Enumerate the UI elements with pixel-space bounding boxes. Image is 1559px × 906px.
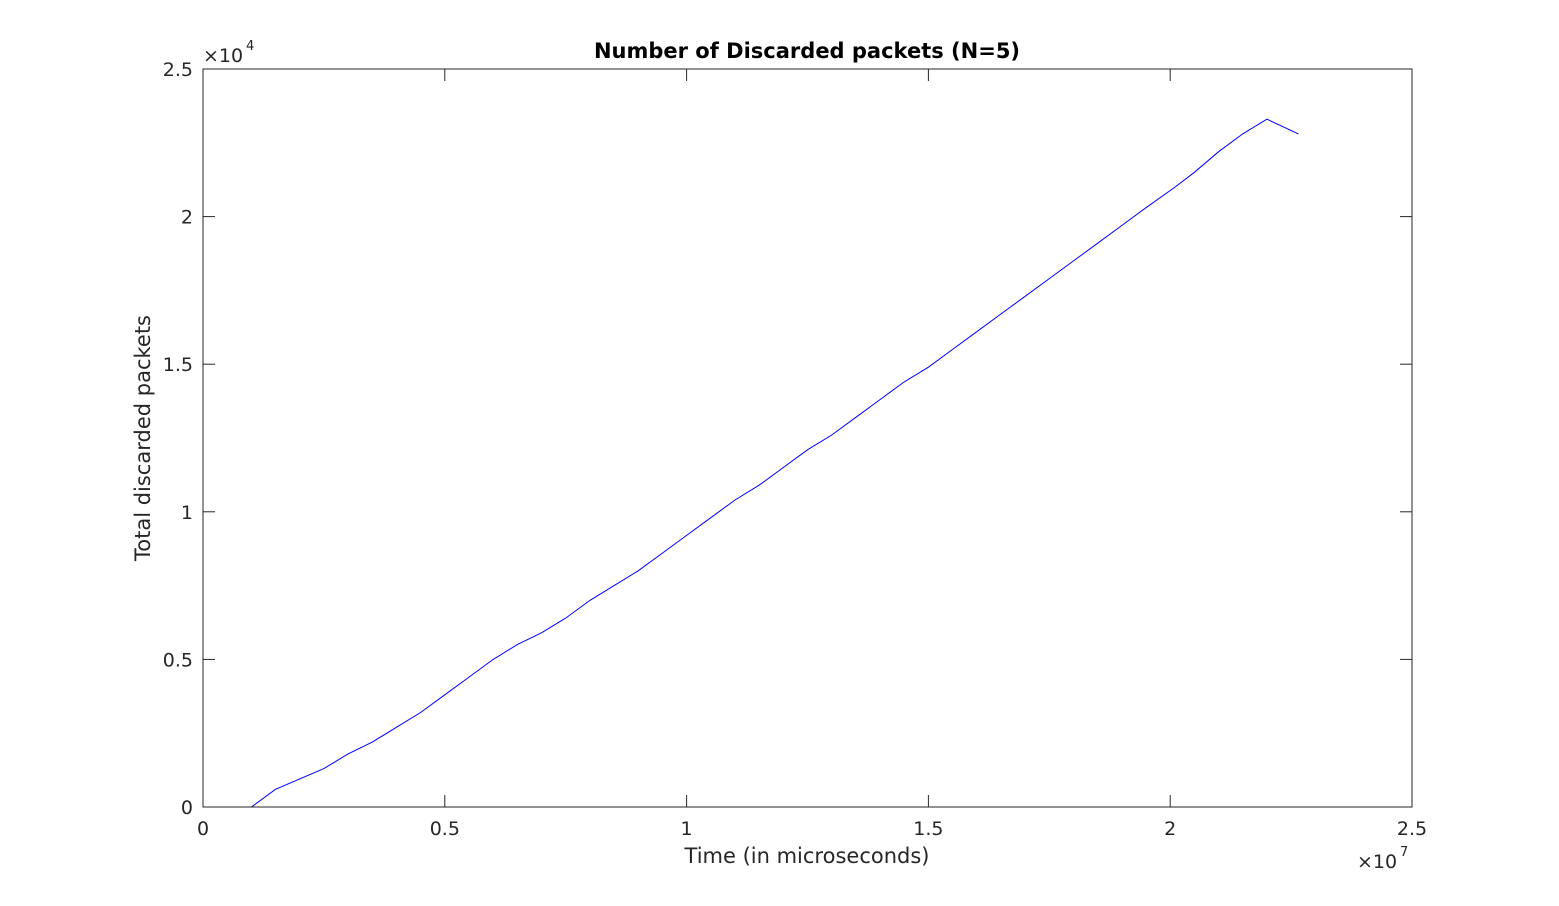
svg-text:7: 7: [1400, 845, 1408, 860]
x-axis-ticks: 0 0.5 1 1.5 2 2.5: [197, 69, 1427, 840]
svg-text:×10: ×10: [1357, 851, 1397, 873]
x-axis-label: Time (in microseconds): [684, 844, 930, 868]
x-tick-label: 2.5: [1397, 818, 1427, 840]
y-axis-label: Total discarded packets: [131, 315, 155, 562]
y-tick-label: 0: [181, 797, 193, 819]
plot-box: [202, 68, 1413, 808]
y-exponent-label: ×10 4: [203, 39, 254, 67]
y-tick-label: 2: [181, 207, 193, 229]
series-line-discarded-packets: [203, 118, 1299, 808]
plot-background: [203, 69, 1412, 807]
x-tick-label: 1.5: [913, 818, 943, 840]
y-tick-label: 0.5: [163, 649, 193, 671]
chart-title: Number of Discarded packets (N=5): [594, 39, 1020, 63]
x-tick-label: 0: [197, 818, 209, 840]
y-tick-label: 2.5: [163, 59, 193, 81]
x-tick-label: 1: [681, 818, 693, 840]
svg-text:4: 4: [246, 39, 254, 54]
x-tick-label: 2: [1164, 818, 1176, 840]
x-exponent-label: ×10 7: [1357, 845, 1408, 873]
svg-text:×10: ×10: [203, 45, 243, 67]
x-tick-label: 0.5: [430, 818, 460, 840]
y-tick-label: 1.5: [163, 354, 193, 376]
y-tick-label: 1: [181, 502, 193, 524]
